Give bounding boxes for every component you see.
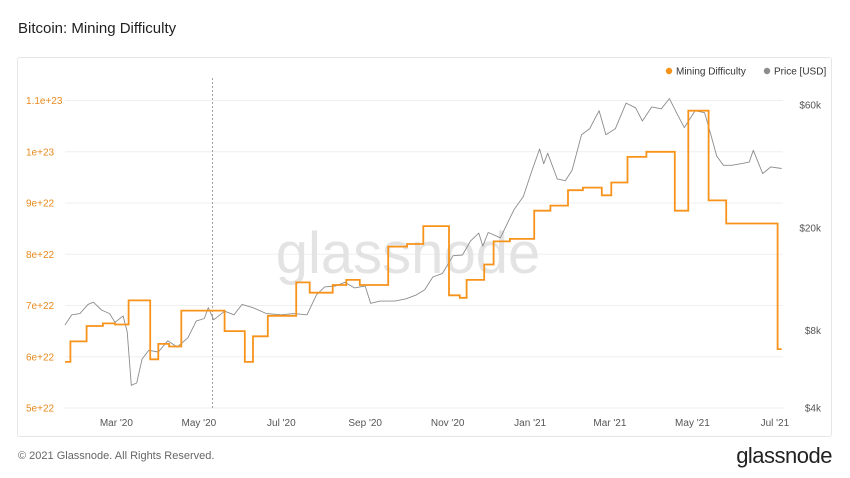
- x-tick-label: Nov '20: [431, 418, 465, 429]
- difficulty-step-line: [65, 109, 782, 363]
- legend-swatch-price: [763, 67, 771, 75]
- right-tick-label: $4k: [805, 404, 822, 415]
- brand-logo: glassnode: [736, 443, 832, 468]
- left-tick-label: 1e+23: [26, 147, 55, 158]
- x-tick-label: May '21: [675, 418, 710, 429]
- copyright-text: © 2021 Glassnode. All Rights Reserved.: [18, 450, 215, 462]
- mining-difficulty-chart: glassnode 5e+22 6e+22 7e+22 8e+22 9e+22 1e+23…: [26, 67, 826, 430]
- chart-frame: glassnode 5e+22 6e+22 7e+22 8e+22 9e+22 1e+23…: [17, 57, 832, 437]
- left-tick-label: 8e+22: [26, 250, 55, 261]
- left-axis-ticks: 5e+22 6e+22 7e+22 8e+22 9e+22 1e+23 1.1e+23: [26, 96, 63, 415]
- x-tick-label: Jul '20: [267, 418, 296, 429]
- right-axis-ticks: $4k $8k $20k $60k: [799, 100, 822, 414]
- gridlines: [65, 100, 783, 409]
- left-tick-label: 7e+22: [26, 301, 55, 312]
- x-tick-label: Jul '21: [761, 418, 790, 429]
- left-tick-label: 1.1e+23: [26, 96, 63, 107]
- page-title: Bitcoin: Mining Difficulty: [18, 20, 177, 37]
- legend-swatch-difficulty: [665, 67, 673, 75]
- legend-label-difficulty[interactable]: Mining Difficulty: [676, 67, 746, 78]
- x-tick-label: Jan '21: [514, 418, 546, 429]
- right-tick-label: $60k: [799, 100, 822, 111]
- difficulty-series: [65, 109, 782, 363]
- x-axis-ticks: Mar '20 May '20 Jul '20 Sep '20 Nov '20 Jan '…: [100, 418, 790, 429]
- x-tick-label: Mar '21: [593, 418, 626, 429]
- price-series: [64, 98, 782, 386]
- price-line: [64, 98, 782, 386]
- x-tick-label: Mar '20: [100, 418, 133, 429]
- legend-label-price[interactable]: Price [USD]: [774, 67, 826, 78]
- watermark-text: glassnode: [276, 221, 540, 286]
- x-tick-label: May '20: [182, 418, 217, 429]
- x-tick-label: Sep '20: [348, 418, 382, 429]
- left-tick-label: 9e+22: [26, 199, 55, 210]
- right-tick-label: $8k: [805, 326, 822, 337]
- left-tick-label: 6e+22: [26, 352, 55, 363]
- right-tick-label: $20k: [799, 223, 822, 234]
- left-tick-label: 5e+22: [26, 404, 55, 415]
- legend: Mining Difficulty Price [USD]: [665, 67, 826, 78]
